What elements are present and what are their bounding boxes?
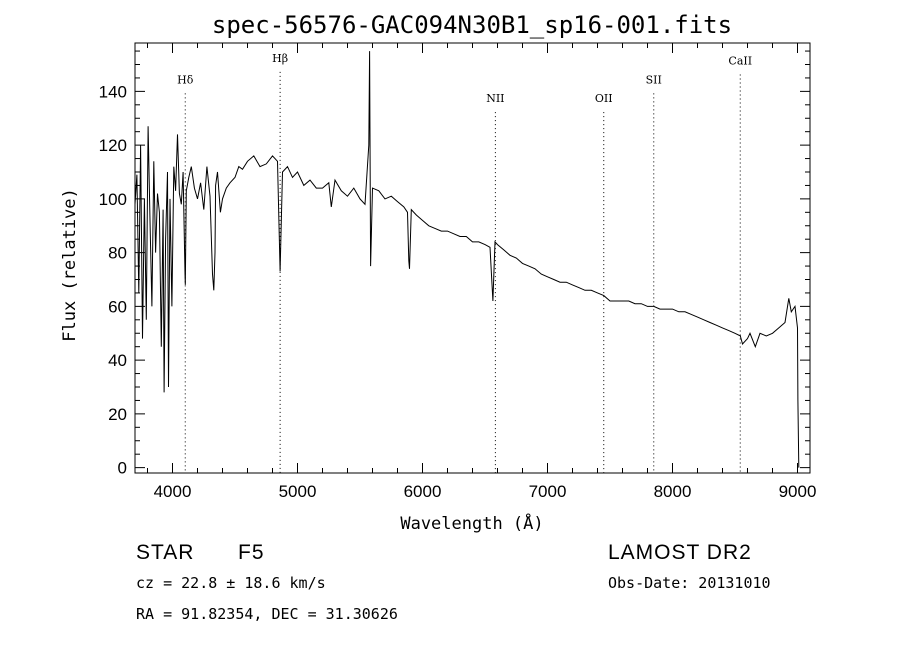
object-subclass-label: F5	[238, 541, 265, 564]
y-tick-label: 0	[118, 459, 127, 478]
y-tick-label: 100	[99, 190, 127, 209]
chart-title: spec-56576-GAC094N30B1_sp16-001.fits	[212, 11, 732, 39]
y-tick-label: 20	[108, 405, 127, 424]
x-tick-label: 5000	[279, 482, 317, 501]
y-tick-label: 40	[108, 351, 127, 370]
observation-date-text: Obs-Date: 20131010	[608, 574, 771, 592]
spectral-line-label: OII	[595, 92, 613, 105]
x-tick-label: 6000	[404, 482, 442, 501]
spectral-line-label: Hδ	[177, 73, 194, 86]
x-tick-label: 7000	[529, 482, 567, 501]
spectrum-series-line	[134, 51, 800, 468]
x-tick-label: 8000	[654, 482, 692, 501]
spectral-line-label: SII	[646, 73, 662, 86]
y-axis-label: Flux (relative)	[60, 188, 80, 342]
plot-frame	[134, 42, 811, 474]
y-tick-label: 60	[108, 297, 127, 316]
redshift-velocity-text: cz = 22.8 ± 18.6 km/s	[136, 574, 326, 592]
axis-ticks: 4000 5000 6000 7000 8000 9000 0 20 40 60 80 100 120 1…	[99, 43, 817, 501]
object-class-label: STAR	[136, 541, 195, 564]
y-tick-label: 140	[99, 82, 127, 101]
survey-label: LAMOST DR2	[608, 541, 752, 564]
x-axis-label: Wavelength (Å)	[400, 512, 543, 534]
spectral-line-label: NII	[486, 92, 504, 105]
y-tick-label: 80	[108, 244, 127, 263]
y-tick-label: 120	[99, 136, 127, 155]
x-tick-label: 4000	[154, 482, 192, 501]
spectral-line-label: CaII	[728, 55, 752, 68]
spectral-line-label: Hβ	[272, 52, 288, 65]
x-tick-label: 9000	[779, 482, 817, 501]
spectral-line-markers: Hδ Hβ NII OII SII CaII	[177, 52, 752, 473]
coordinates-text: RA = 91.82354, DEC = 31.30626	[136, 605, 398, 623]
